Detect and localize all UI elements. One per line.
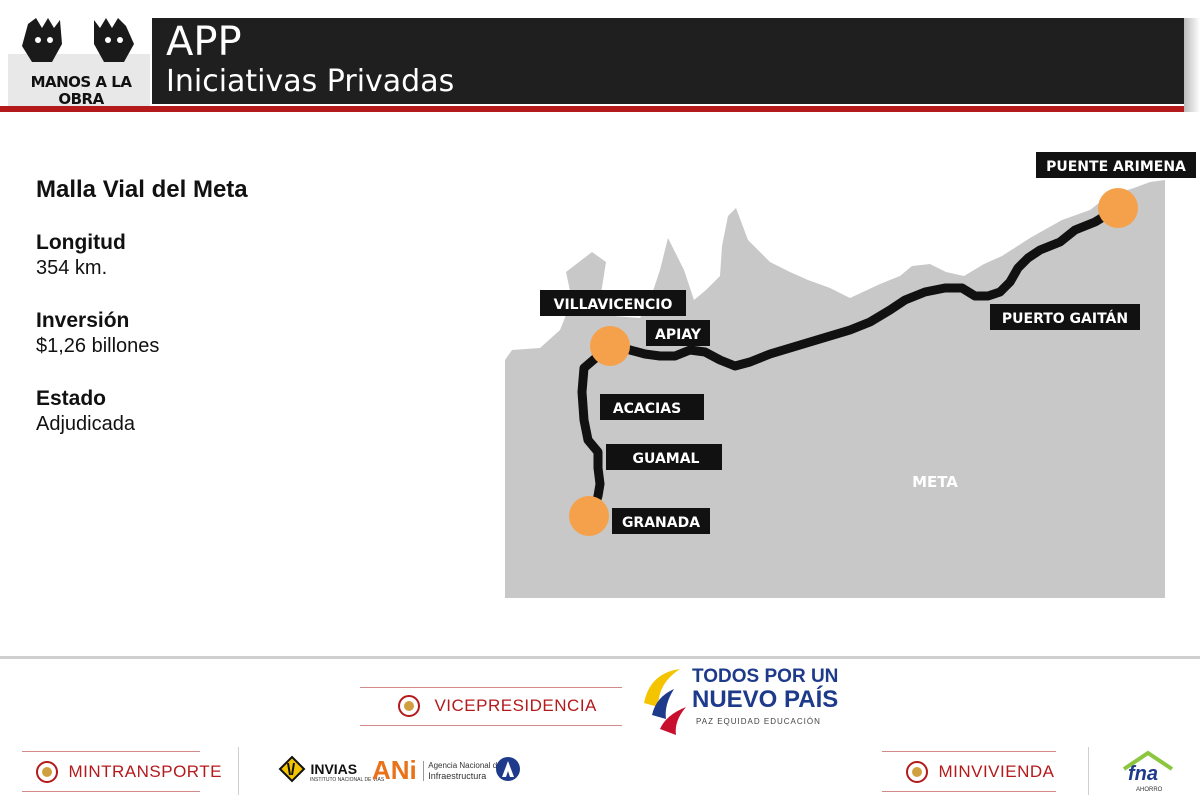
mv-bottom-rule xyxy=(882,791,1056,792)
minvivienda-label: MINVIVIENDA xyxy=(938,762,1055,781)
label-puente-arimena-box xyxy=(1036,152,1196,178)
label-apiay: APIAY xyxy=(655,327,702,343)
label-granada: GRANADA xyxy=(622,515,700,531)
invias-logo: INVIAS INSTITUTO NACIONAL DE VIAS xyxy=(278,755,384,783)
shield-icon xyxy=(398,695,420,717)
project-name: Malla Vial del Meta xyxy=(36,176,248,203)
label-apiay-box xyxy=(646,320,710,346)
footer-divider-1 xyxy=(238,747,239,795)
todos-por-un-nuevo-pais-logo: TODOS POR UN NUEVO PAÍS PAZ EQUIDAD EDUC… xyxy=(640,663,838,741)
footer-divider-2 xyxy=(1088,747,1089,795)
mt-bottom-rule xyxy=(22,791,200,792)
node-granada xyxy=(569,496,609,536)
ani-sub2: Infraestructura xyxy=(428,770,487,781)
invias-road-icon xyxy=(278,755,306,783)
page-subtitle: Iniciativas Privadas xyxy=(166,64,455,99)
mv-top-rule xyxy=(882,751,1056,752)
label-villavicencio-box xyxy=(540,290,686,316)
label-guamal-box xyxy=(606,444,722,470)
logo-text-line1: MANOS A LA xyxy=(30,73,132,91)
route-line xyxy=(577,203,1123,519)
label-puerto-gaitan: PUERTO GAITÁN xyxy=(1002,310,1128,327)
label-acacias-box xyxy=(600,394,704,420)
mintransporte-logo: MINTRANSPORTE xyxy=(36,761,222,783)
ani-sub1: Agencia Nacional de xyxy=(428,760,502,770)
house-roof-icon xyxy=(1122,750,1174,771)
label-puente-arimena: PUENTE ARIMENA xyxy=(1046,159,1186,175)
label-granada-box xyxy=(612,508,710,534)
manos-a-la-obra-logo: MANOS A LA OBRA xyxy=(8,14,150,108)
aerocivil-icon xyxy=(496,757,520,781)
fna-sub: AHORRO xyxy=(1136,787,1163,793)
ani-logo: ANi Agencia Nacional de Infraestructura xyxy=(372,755,502,786)
node-puente-arimena xyxy=(1098,188,1138,228)
minvivienda-logo: MINVIVIENDA xyxy=(906,761,1054,783)
shield-icon xyxy=(906,761,928,783)
vicepresidencia-logo: VICEPRESIDENCIA xyxy=(398,695,597,717)
invias-label: INVIAS xyxy=(310,761,358,777)
ani-label: ANi xyxy=(372,755,417,785)
label-acacias: ACACIAS xyxy=(613,401,681,417)
fna-label: fna xyxy=(1128,763,1158,785)
header-red-rule xyxy=(0,106,1184,112)
footer: VICEPRESIDENCIA TODOS POR UN NUEVO PAÍS … xyxy=(0,656,1200,803)
label-villavicencio: VILLAVICENCIO xyxy=(554,297,673,313)
todos-line3: PAZ EQUIDAD EDUCACIÓN xyxy=(696,717,821,726)
project-info: Malla Vial del Meta Longitud 354 km. Inv… xyxy=(36,176,248,464)
todos-line2: NUEVO PAÍS xyxy=(692,686,839,713)
flag-swoosh-icon xyxy=(644,669,686,735)
mintransporte-label: MINTRANSPORTE xyxy=(68,762,222,781)
invias-sub: INSTITUTO NACIONAL DE VIAS xyxy=(310,777,385,783)
inversion-value: $1,26 billones xyxy=(36,335,160,357)
todos-line1: TODOS POR UN xyxy=(692,666,839,687)
longitud-value: 354 km. xyxy=(36,257,108,279)
estado-label: Estado xyxy=(36,387,107,410)
hands-icon xyxy=(8,18,150,108)
shield-icon xyxy=(36,761,58,783)
vp-bottom-rule xyxy=(360,725,622,726)
region-label: META xyxy=(912,473,958,491)
vicepresidencia-label: VICEPRESIDENCIA xyxy=(434,696,597,715)
aerocivil-logo xyxy=(494,755,522,788)
mt-top-rule xyxy=(22,751,200,752)
header: MANOS A LA OBRA APP Iniciativas Privadas xyxy=(0,0,1200,114)
label-puerto-gaitan-box xyxy=(990,304,1140,330)
header-bar xyxy=(152,18,1184,104)
inversion-label: Inversión xyxy=(36,309,130,332)
meta-region-shape xyxy=(505,180,1165,598)
logo-text-line2: OBRA xyxy=(58,90,104,108)
longitud-label: Longitud xyxy=(36,231,126,254)
fna-logo: fna AHORRO xyxy=(1122,749,1174,799)
header-shadow xyxy=(1184,18,1200,112)
vp-top-rule xyxy=(360,687,622,688)
estado-value: Adjudicada xyxy=(36,413,135,435)
page-title: APP xyxy=(166,19,242,65)
label-guamal: GUAMAL xyxy=(633,451,700,467)
node-villavicencio xyxy=(590,326,630,366)
